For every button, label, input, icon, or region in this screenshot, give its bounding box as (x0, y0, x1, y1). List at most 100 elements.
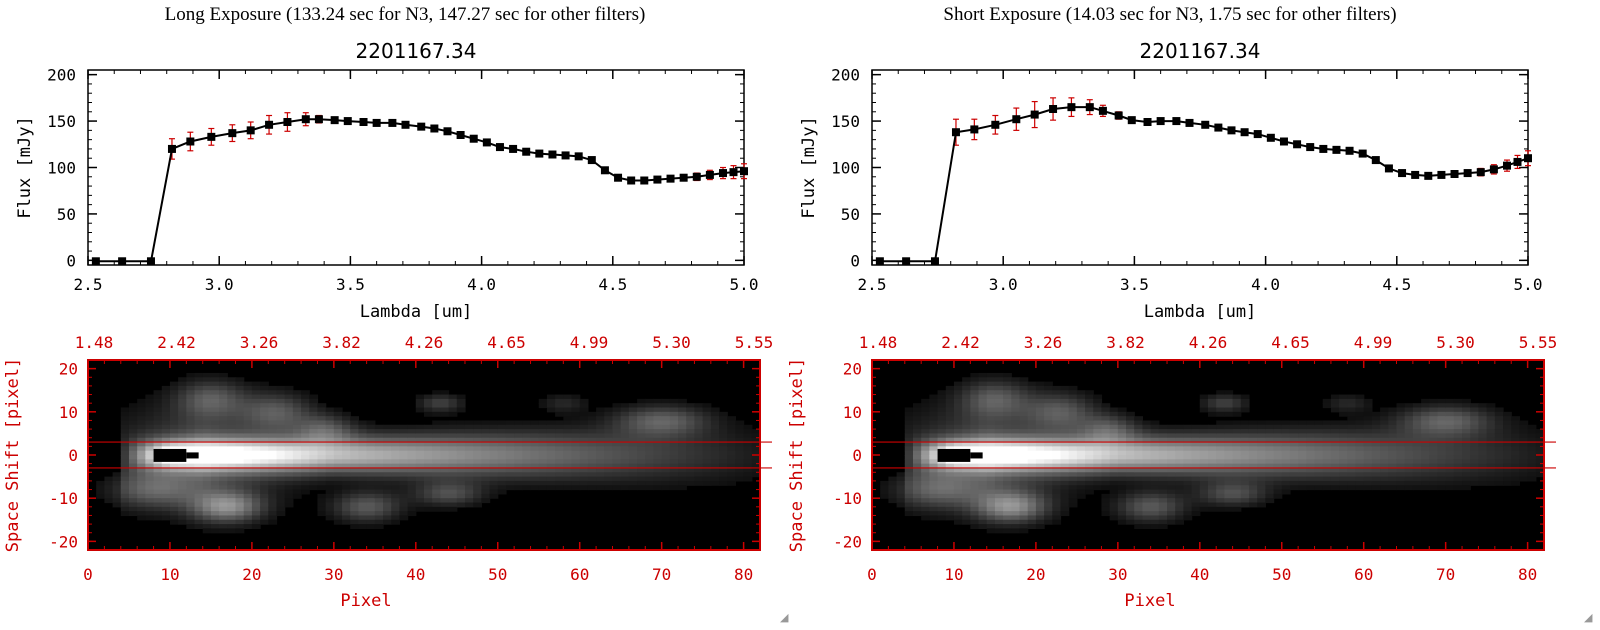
image-pixel (301, 411, 310, 417)
image-pixel (1076, 476, 1086, 482)
image-pixel (994, 390, 1004, 396)
image-pixel (530, 442, 540, 447)
image-pixel (432, 472, 441, 478)
image-pixel (637, 472, 646, 478)
image-pixel (202, 424, 212, 430)
image-pixel (219, 524, 228, 530)
image-pixel (1347, 416, 1357, 422)
image-pixel (1240, 446, 1250, 452)
image-pixel (309, 450, 319, 456)
image-pixel (994, 502, 1004, 508)
image-pixel (120, 433, 130, 439)
image-pixel (333, 511, 343, 517)
image-pixel (653, 437, 663, 443)
image-pixel (1183, 437, 1193, 443)
image-pixel (169, 398, 179, 404)
image-pixel (1462, 463, 1471, 469)
image-pixel (904, 437, 914, 443)
resize-grip-icon[interactable]: ◢ (780, 612, 789, 624)
image-pixel (1126, 411, 1135, 417)
image-pixel (661, 433, 671, 439)
image-pixel (251, 407, 261, 413)
image-pixel (1011, 450, 1021, 456)
image-pixel (1085, 403, 1094, 409)
image-pixel (202, 524, 212, 530)
image-pixel (1117, 420, 1127, 426)
image-pixel (333, 459, 343, 465)
image-pixel (1076, 407, 1086, 413)
image-pixel (1142, 424, 1152, 430)
image-pixel (929, 403, 939, 409)
image-pixel (399, 502, 409, 508)
resize-grip-icon[interactable]: ◢ (1584, 612, 1593, 624)
image-pixel (1035, 455, 1045, 460)
image-pixel (1035, 493, 1045, 499)
image-pixel (374, 502, 384, 508)
image-pixel (538, 463, 548, 469)
image-pixel (1355, 472, 1365, 478)
image-pixel (1486, 411, 1496, 417)
image-pixel (374, 455, 384, 460)
image-pixel (194, 463, 204, 469)
image-pixel (953, 476, 963, 482)
image-pixel (243, 515, 253, 521)
image-pixel (219, 463, 228, 469)
image-pixel (1445, 442, 1455, 447)
image-pixel (1289, 429, 1299, 435)
image-pixel (1076, 420, 1086, 426)
image-pixel (1478, 411, 1488, 417)
data-point (1319, 144, 1328, 153)
image-pixel (912, 502, 922, 508)
image-pixel (1273, 476, 1283, 482)
image-pixel (1240, 442, 1250, 447)
image-pixel (333, 416, 343, 422)
image-pixel (432, 403, 441, 409)
image-pixel (235, 511, 245, 517)
image-pixel (317, 472, 327, 478)
image-pixel (686, 424, 696, 430)
image-pixel (1281, 433, 1291, 439)
image-pixel (202, 446, 212, 452)
image-pixel (937, 463, 947, 469)
image-pixel (276, 433, 286, 439)
image-pixel (260, 420, 269, 426)
image-pixel (719, 437, 728, 443)
image-pixel (1470, 416, 1480, 422)
image-pixel (1150, 489, 1160, 495)
image-pixel (1445, 429, 1455, 435)
image-pixel (194, 407, 204, 413)
image-pixel (702, 476, 712, 482)
image-pixel (1076, 429, 1086, 435)
image-pixel (546, 463, 556, 469)
image-pixel (904, 489, 914, 495)
image-pixel (1175, 424, 1185, 430)
image-pixel (1494, 420, 1504, 426)
image-pixel (986, 524, 996, 530)
image-pixel (227, 472, 237, 478)
image-pixel (276, 424, 286, 430)
image-pixel (546, 394, 556, 400)
top-tick-label: 5.55 (735, 333, 774, 352)
image-pixel (563, 442, 573, 447)
image-pixel (978, 476, 988, 482)
image-pixel (1281, 489, 1291, 495)
image-pixel (1068, 424, 1078, 430)
image-pixel (921, 442, 930, 447)
image-pixel (1085, 416, 1094, 422)
image-pixel (530, 420, 540, 426)
image-pixel (325, 502, 335, 508)
image-pixel (530, 467, 540, 473)
image-pixel (1404, 450, 1414, 456)
image-pixel (1150, 515, 1160, 521)
image-pixel (169, 498, 179, 504)
image-pixel (210, 506, 220, 512)
image-pixel (448, 433, 458, 439)
data-point (443, 127, 452, 136)
image-pixel (1470, 424, 1480, 430)
image-pixel (1273, 429, 1283, 435)
image-pixel (374, 493, 384, 499)
image-pixel (937, 502, 947, 508)
image-pixel (120, 476, 130, 482)
x-tick-label: 3.5 (336, 275, 365, 294)
image-pixel (896, 502, 906, 508)
